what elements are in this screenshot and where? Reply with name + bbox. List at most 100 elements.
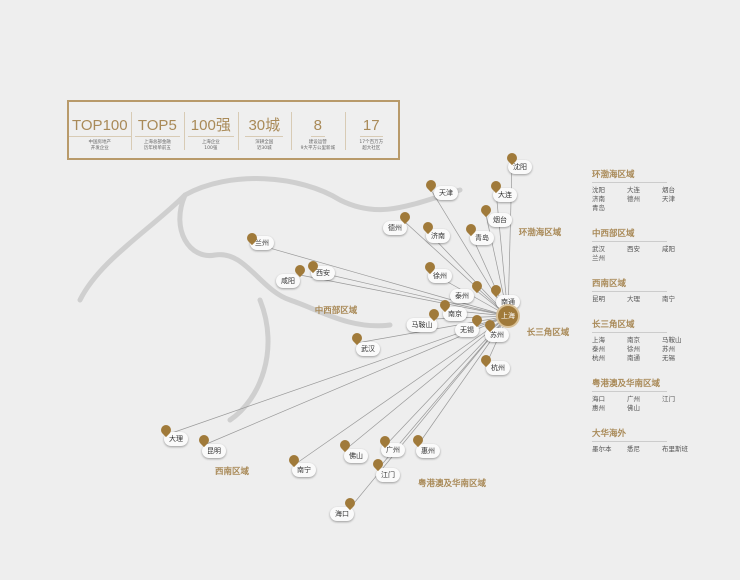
legend-city: 济南 [592, 195, 605, 203]
city-label[interactable]: 泰州 [450, 289, 474, 303]
legend-group: 长三角区域 上海 南京 马鞍山 泰州 徐州 苏州 杭州 南通 无锡 [592, 318, 692, 363]
region-legend: 环渤海区域 沈阳 大连 烟台 济南 德州 天津 青岛 中西部区域 武汉 西安 咸阳 兰州 西南区域 昆明 大理… [592, 168, 692, 468]
legend-city: 广州 [627, 395, 640, 403]
city-label[interactable]: 南宁 [292, 463, 316, 477]
stat-item: TOP100 中国房地产 开发企业 [69, 102, 131, 158]
city-label[interactable]: 济南 [426, 229, 450, 243]
route-line [427, 231, 509, 317]
legend-city: 大连 [627, 186, 640, 194]
legend-city: 墨尔本 [592, 445, 612, 453]
city-label[interactable]: 沈阳 [508, 160, 532, 174]
stat-desc: 深耕全国 近30城 [255, 140, 274, 151]
route-line [404, 221, 509, 317]
route-line [203, 315, 509, 446]
legend-city: 马鞍山 [662, 336, 682, 344]
legend-city: 昆明 [592, 295, 605, 303]
region-label: 环渤海区域 [518, 228, 562, 238]
region-label: 长三角区域 [526, 328, 570, 338]
route-line [344, 315, 509, 451]
city-label[interactable]: 西安 [311, 266, 335, 280]
city-label[interactable]: 海口 [330, 507, 354, 521]
route-line [507, 162, 513, 317]
city-label[interactable]: 苏州 [485, 328, 509, 342]
legend-city: 徐州 [627, 345, 640, 353]
stat-item: 8 建设运营 9大平方公里新城 [291, 102, 344, 158]
city-label[interactable]: 马鞍山 [406, 318, 438, 332]
city-label[interactable]: 大理 [164, 432, 188, 446]
stat-item: 17 17个百万方 超大社区 [344, 102, 398, 158]
city-label[interactable]: 德州 [383, 221, 407, 235]
city-label[interactable]: 广州 [381, 443, 405, 457]
legend-city: 咸阳 [662, 245, 675, 253]
legend-city: 德州 [627, 195, 640, 203]
route-line [251, 242, 509, 317]
city-label[interactable]: 大连 [493, 188, 517, 202]
stat-desc: 中国房地产 开发企业 [88, 140, 112, 151]
region-label: 粤港澳及华南区域 [417, 479, 487, 489]
legend-city: 泰州 [592, 345, 605, 353]
city-label[interactable]: 青岛 [470, 231, 494, 245]
city-label[interactable]: 无锡 [455, 323, 479, 337]
city-label[interactable]: 江门 [376, 468, 400, 482]
stat-value: TOP100 [69, 118, 131, 137]
legend-city: 佛山 [627, 404, 640, 412]
legend-title: 粤港澳及华南区域 [592, 377, 667, 392]
region-label: 中西部区域 [314, 306, 358, 316]
stat-value: 30城 [245, 118, 284, 137]
legend-group: 环渤海区域沈阳 大连 烟台济南 德州 天津青岛 [592, 168, 692, 213]
legend-city: 南宁 [662, 295, 675, 303]
legend-city: 布里斯班 [662, 445, 688, 453]
city-label[interactable]: 南京 [443, 307, 467, 321]
legend-title: 大华海外 [592, 427, 667, 442]
legend-group: 粤港澳及华南区域海口 广州 江门惠州 佛山 [592, 377, 692, 413]
legend-title: 中西部区域 [592, 227, 667, 242]
legend-city: 天津 [662, 195, 675, 203]
legend-city: 大理 [627, 295, 640, 303]
route-line [299, 274, 509, 317]
legend-title: 环渤海区域 [592, 168, 667, 183]
region-label: 西南区域 [214, 467, 250, 477]
city-label[interactable]: 佛山 [344, 449, 368, 463]
legend-city: 兰州 [592, 254, 605, 262]
city-label[interactable]: 昆明 [202, 444, 226, 458]
stat-desc: 建设运营 9大平方公里新城 [300, 140, 335, 151]
legend-city: 武汉 [592, 245, 605, 253]
stat-desc: 上海总部金融 历年榜单前五 [143, 140, 171, 151]
stat-value: TOP5 [134, 118, 180, 137]
legend-city: 青岛 [592, 204, 605, 212]
city-label[interactable]: 惠州 [416, 444, 440, 458]
legend-group: 中西部区域 武汉 西安 咸阳 兰州 [592, 227, 692, 263]
city-label[interactable]: 武汉 [356, 342, 380, 356]
legend-city: 杭州 [592, 354, 605, 362]
city-label[interactable]: 徐州 [428, 269, 452, 283]
city-label[interactable]: 杭州 [486, 361, 510, 375]
legend-city: 苏州 [662, 345, 675, 353]
stat-item: 30城深耕全国 近30城 [237, 102, 291, 158]
legend-city: 上海 [592, 336, 605, 344]
city-label[interactable]: 天津 [434, 186, 458, 200]
city-label[interactable]: 咸阳 [276, 274, 300, 288]
legend-title: 长三角区域 [592, 318, 667, 333]
route-line [312, 270, 509, 317]
legend-city: 海口 [592, 395, 605, 403]
legend-city: 无锡 [662, 354, 675, 362]
city-label[interactable]: 烟台 [488, 213, 512, 227]
legend-group: 西南区域昆明 大理 南宁 [592, 277, 692, 304]
stat-item: TOP5 上海总部金融 历年榜单前五 [130, 102, 184, 158]
stat-desc: 上海企业 100强 [201, 140, 220, 151]
legend-city: 南京 [627, 336, 640, 344]
route-line [165, 315, 509, 436]
hub-shanghai[interactable]: 上海 [496, 304, 520, 328]
route-line [293, 315, 509, 466]
legend-city: 烟台 [662, 186, 675, 194]
legend-city: 江门 [662, 395, 675, 403]
legend-city: 惠州 [592, 404, 605, 412]
legend-city: 沈阳 [592, 186, 605, 194]
legend-group: 大华海外 墨尔本 悉尼 布里斯班 [592, 427, 692, 454]
river [77, 176, 463, 423]
legend-title: 西南区域 [592, 277, 667, 292]
stat-item: 100强上海企业 100强 [184, 102, 237, 158]
stat-value: 100强 [187, 118, 234, 137]
stat-desc: 17个百万方 超大社区 [359, 140, 384, 151]
stat-value: 8 [310, 118, 325, 137]
